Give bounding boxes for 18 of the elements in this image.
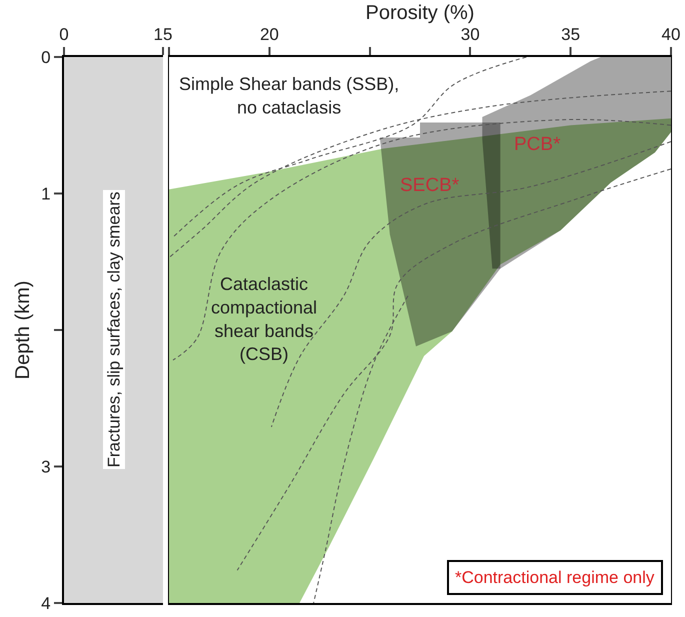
annotation: Cataclastic compactional shear bands (CSB) [211, 274, 318, 364]
band-label: Fractures, slip surfaces, clay smears [104, 192, 124, 468]
x-tick-label: 30 [460, 25, 480, 44]
y-tick-label: 0 [41, 48, 51, 67]
x-tick-label: 15 [154, 25, 172, 44]
annotation: Simple Shear bands (SSB), no cataclasis [179, 74, 400, 118]
annotation: *Contractional regime only [455, 568, 655, 587]
x-tick-label: 20 [260, 25, 279, 44]
y-axis-title: Depth (km) [12, 280, 34, 380]
x-axis-title: Porosity (%) [366, 2, 474, 24]
x-tick-label: 40 [662, 25, 680, 44]
annotation: SECB* [400, 175, 460, 196]
y-tick-label: 3 [41, 457, 51, 476]
annotation: PCB* [514, 134, 562, 155]
x-tick-label: 35 [561, 25, 580, 44]
y-tick-label: 1 [41, 184, 51, 204]
y-tick-label: 4 [41, 594, 51, 613]
x-tick-label: 0 [59, 25, 69, 44]
